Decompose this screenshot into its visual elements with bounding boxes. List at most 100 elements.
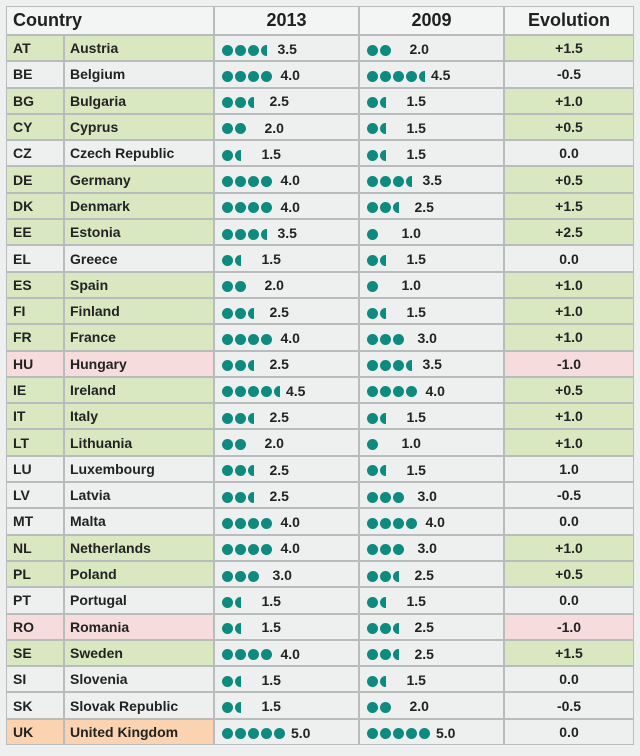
rating-2013: 4.0 [214, 166, 359, 193]
rating-2013-value: 2.5 [269, 408, 289, 425]
rating-2009-value: 3.0 [417, 540, 437, 557]
header-row: Country 2013 2009 Evolution [6, 6, 634, 35]
country-name: Netherlands [64, 534, 214, 561]
country-code: SE [6, 639, 64, 667]
rating-2013: 3.0 [214, 560, 359, 588]
half-dot-icon [248, 360, 254, 372]
half-dot-icon [419, 70, 425, 82]
table-row: DK Denmark 4.0 2.5 +1.5 [6, 192, 634, 220]
rating-2013-dots [222, 120, 248, 136]
full-dot-icon [235, 44, 246, 56]
rating-2013: 1.5 [214, 587, 359, 614]
full-dot-icon [248, 728, 259, 740]
full-dot-icon [248, 333, 259, 345]
rating-2009-value: 5.0 [436, 724, 456, 741]
full-dot-icon [380, 386, 391, 398]
country-code: BE [6, 61, 64, 88]
full-dot-icon [235, 491, 246, 503]
rating-2009: 1.5 [359, 587, 504, 614]
full-dot-icon [235, 176, 246, 188]
country-code: UK [6, 718, 64, 746]
rating-2013: 2.5 [214, 482, 359, 509]
country-name: Spain [64, 271, 214, 298]
table-row: LU Luxembourg 2.5 1.5 1.0 [6, 455, 634, 483]
full-dot-icon [367, 544, 378, 556]
evolution-value: +1.5 [504, 639, 634, 667]
evolution-value: -1.0 [504, 350, 634, 377]
rating-2013-dots [222, 225, 269, 241]
rating-2009-value: 3.0 [417, 487, 437, 504]
rating-2009: 1.5 [359, 140, 504, 167]
table-row: AT Austria 3.5 2.0 +1.5 [6, 35, 634, 62]
rating-2013-dots [222, 488, 256, 504]
rating-2013-dots [222, 567, 261, 583]
rating-2009-dots [367, 225, 380, 241]
country-code: MT [6, 508, 64, 535]
evolution-value: -0.5 [504, 482, 634, 509]
rating-2009: 3.0 [359, 534, 504, 561]
full-dot-icon [406, 386, 417, 398]
full-dot-icon [261, 517, 272, 529]
rating-2013-value: 5.0 [291, 724, 311, 741]
full-dot-icon [248, 570, 259, 582]
half-dot-icon [261, 228, 267, 240]
full-dot-icon [367, 412, 378, 424]
full-dot-icon [222, 728, 233, 740]
table-row: BG Bulgaria 2.5 1.5 +1.0 [6, 87, 634, 114]
half-dot-icon [393, 202, 399, 214]
table-row: NL Netherlands 4.0 3.0 +1.0 [6, 534, 634, 561]
full-dot-icon [222, 123, 233, 135]
table-row: CZ Czech Republic 1.5 1.5 0.0 [6, 140, 634, 167]
evolution-value: +1.0 [504, 429, 634, 456]
country-name: Slovenia [64, 666, 214, 693]
rating-2009-value: 2.0 [409, 40, 429, 57]
full-dot-icon [367, 70, 378, 82]
rating-2013-dots [222, 619, 243, 635]
full-dot-icon [261, 333, 272, 345]
half-dot-icon [235, 623, 241, 635]
table-row: IE Ireland 4.5 4.0 +0.5 [6, 376, 634, 404]
evolution-value: 0.0 [504, 718, 634, 746]
full-dot-icon [393, 491, 404, 503]
country-code: SK [6, 692, 64, 719]
rating-2013-dots [222, 277, 248, 293]
country-code: EE [6, 219, 64, 246]
evolution-value: +1.0 [504, 403, 634, 430]
table-row: IT Italy 2.5 1.5 +1.0 [6, 403, 634, 430]
full-dot-icon [222, 386, 233, 398]
full-dot-icon [367, 649, 378, 661]
table-row: DE Germany 4.0 3.5 +0.5 [6, 166, 634, 193]
rating-2009-dots [367, 277, 380, 293]
table-row: PT Portugal 1.5 1.5 0.0 [6, 587, 634, 614]
rating-2013-dots [222, 672, 243, 688]
table-row: RO Romania 1.5 2.5 -1.0 [6, 613, 634, 640]
rating-2013: 4.5 [214, 376, 359, 404]
rating-2013-value: 2.0 [264, 435, 284, 452]
full-dot-icon [222, 439, 233, 451]
country-code: LU [6, 455, 64, 483]
full-dot-icon [222, 97, 233, 109]
full-dot-icon [222, 517, 233, 529]
full-dot-icon [248, 544, 259, 556]
rating-2009-value: 1.5 [406, 119, 426, 136]
full-dot-icon [235, 333, 246, 345]
evolution-value: +0.5 [504, 113, 634, 141]
country-code: AT [6, 35, 64, 62]
full-dot-icon [222, 202, 233, 214]
full-dot-icon [380, 570, 391, 582]
half-dot-icon [248, 307, 254, 319]
full-dot-icon [393, 544, 404, 556]
country-code: SI [6, 666, 64, 693]
rating-2009-value: 4.0 [425, 382, 445, 399]
half-dot-icon [248, 465, 254, 477]
evolution-value: 0.0 [504, 666, 634, 693]
rating-2013-dots [222, 41, 269, 57]
country-code: IT [6, 403, 64, 430]
rating-2009: 1.5 [359, 87, 504, 114]
full-dot-icon [261, 176, 272, 188]
full-dot-icon [222, 596, 233, 608]
full-dot-icon [261, 649, 272, 661]
full-dot-icon [248, 228, 259, 240]
header-2013: 2013 [214, 6, 359, 35]
rating-2013: 1.5 [214, 692, 359, 719]
